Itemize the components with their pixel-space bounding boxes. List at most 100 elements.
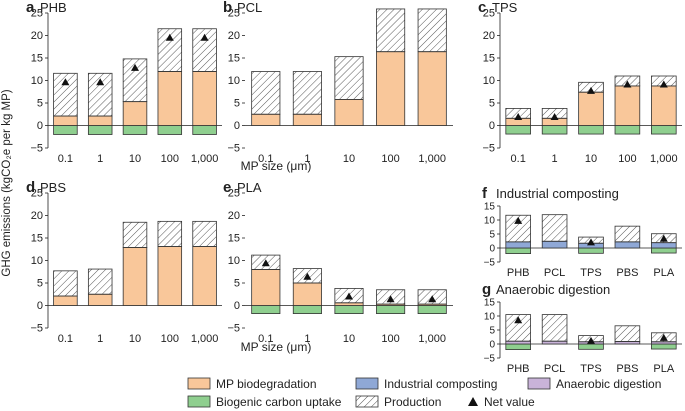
- bar-d-production-2: [122, 221, 148, 248]
- bar-f-biogenic-carbon-uptake-4: [651, 247, 677, 254]
- y-tick-label-a: 25: [31, 8, 43, 20]
- net-value-marker-e-2: [345, 292, 353, 300]
- bar-a-biogenic-carbon-uptake-4: [192, 125, 217, 135]
- bar-f-production-3: [614, 225, 641, 243]
- net-value-marker-e-4: [428, 295, 437, 303]
- net-value-marker-e-0: [261, 259, 270, 267]
- category-label-c-3: 100: [618, 153, 636, 165]
- bar-a-production-2: [122, 58, 148, 103]
- bar-f-industrial-composting-0: [505, 241, 531, 249]
- net-value-marker-g-2: [587, 336, 595, 344]
- net-value-marker-c-2: [587, 86, 595, 94]
- bar-g-anaerobic-digestion-1: [541, 340, 568, 345]
- net-value-marker-a-1: [96, 78, 105, 86]
- bar-d-mp-biodegradation-0: [53, 295, 78, 306]
- bar-b-mp-biodegradation-4: [417, 51, 447, 126]
- y-tick-label-b: 5: [234, 98, 240, 110]
- bar-c-biogenic-carbon-uptake-2: [578, 125, 604, 135]
- legend-swatch-biogenic-carbon-uptake: [187, 395, 211, 408]
- bar-a-biogenic-carbon-uptake-3: [157, 125, 183, 135]
- net-value-marker-a-0: [61, 78, 70, 86]
- bar-a-production-0: [53, 72, 78, 117]
- legend: MP biodegradation Industrial composting …: [187, 377, 661, 409]
- panel-d: d PBS −5 0 5 10 15 20 25 0.1 1 10 100 1,000: [26, 179, 222, 345]
- category-label-e-0: 0.1: [258, 333, 273, 345]
- panel-letter-c: c: [478, 0, 486, 16]
- net-value-marker-e-3: [386, 295, 395, 303]
- net-value-marker-c-3: [623, 80, 632, 88]
- panel-letter-g: g: [482, 281, 491, 298]
- bar-e-biogenic-carbon-uptake-3: [376, 305, 406, 315]
- y-tick-label-f: 15: [484, 202, 496, 213]
- bar-d-production-3: [157, 220, 183, 247]
- y-tick-label-d: 25: [31, 188, 43, 200]
- legend-label-industrial-composting: Industrial composting: [384, 377, 497, 391]
- bar-c-mp-biodegradation-3: [614, 85, 641, 126]
- net-value-marker-c-4: [659, 80, 668, 88]
- y-tick-label-b: 0: [234, 120, 240, 132]
- bar-e-mp-biodegradation-1: [292, 282, 322, 306]
- net-value-marker-f-2: [587, 238, 595, 246]
- bar-d-mp-biodegradation-2: [122, 247, 148, 306]
- y-tick-label-g: 5: [489, 326, 495, 337]
- panel-title-c: TPS: [492, 0, 518, 15]
- panel-title-e: PLA: [237, 180, 262, 195]
- category-label-b-4: 1,000: [418, 153, 446, 165]
- legend-swatch-production: [355, 395, 379, 408]
- legend-swatch-industrial-composting: [355, 377, 379, 390]
- y-tick-label-e: 25: [228, 188, 240, 200]
- bar-a-production-4: [192, 28, 217, 72]
- bar-g-biogenic-carbon-uptake-0: [505, 343, 531, 350]
- bar-a-mp-biodegradation-3: [157, 71, 183, 126]
- y-tick-label-d: 5: [37, 278, 43, 290]
- y-tick-label-g: 15: [484, 298, 496, 309]
- y-tick-label-e: 5: [234, 278, 240, 290]
- panel-a: a PHB −5 0 5 10 15 20 25 0.1 1 10 100 1,000: [26, 0, 222, 165]
- panel-letter-e: e: [223, 179, 231, 196]
- category-label-e-3: 100: [381, 333, 399, 345]
- x-axis-label-bottom-row: MP size (μm): [241, 340, 312, 354]
- bar-c-mp-biodegradation-2: [578, 91, 604, 126]
- net-value-marker-e-1: [303, 272, 312, 280]
- y-tick-label-a: 5: [37, 98, 43, 110]
- net-value-marker-c-1: [550, 112, 559, 120]
- bar-g-anaerobic-digestion-0: [505, 340, 531, 345]
- category-label-a-2: 10: [129, 153, 141, 165]
- bar-f-biogenic-carbon-uptake-0: [505, 247, 531, 254]
- legend-label-net-value: Net value: [484, 395, 535, 409]
- y-tick-label-e: 20: [228, 210, 240, 222]
- category-label-f-0: PHB: [507, 267, 530, 279]
- y-tick-label-d: 20: [31, 210, 43, 222]
- y-tick-label-f: −5: [484, 258, 496, 269]
- bar-b-production-0: [251, 71, 281, 115]
- panel-f: f Industrial composting −5 0 5 10 15 PHB PCL TPS P…: [482, 185, 682, 279]
- net-value-marker-c-0: [514, 112, 523, 120]
- y-tick-label-c: 25: [483, 8, 495, 20]
- bar-f-industrial-composting-3: [614, 241, 641, 249]
- category-label-b-2: 10: [343, 153, 355, 165]
- y-tick-label-a: 15: [31, 53, 43, 65]
- legend-marker-net-value: [468, 397, 478, 406]
- panel-letter-f: f: [482, 185, 488, 202]
- bar-f-production-1: [541, 214, 568, 242]
- bar-c-biogenic-carbon-uptake-1: [541, 125, 568, 135]
- bar-d-mp-biodegradation-1: [87, 293, 113, 306]
- y-tick-label-d: 0: [37, 300, 43, 312]
- category-label-f-1: PCL: [544, 267, 565, 279]
- legend-swatch-anaerobic-digestion: [527, 377, 551, 390]
- y-tick-label-f: 5: [489, 230, 495, 241]
- y-tick-label-a: 0: [37, 120, 43, 132]
- y-tick-label-g: −5: [484, 354, 496, 365]
- category-label-c-2: 10: [585, 153, 597, 165]
- bar-g-production-3: [614, 325, 641, 342]
- category-label-d-0: 0.1: [58, 333, 73, 345]
- bar-e-biogenic-carbon-uptake-2: [334, 305, 364, 315]
- y-tick-label-c: 5: [489, 98, 495, 110]
- panel-title-g: Anaerobic digestion: [496, 282, 610, 297]
- bar-e-biogenic-carbon-uptake-0: [251, 305, 281, 315]
- panel-g: g Anaerobic digestion −5 0 5 10 15 PHB PCL TPS PBS…: [482, 281, 682, 375]
- category-label-d-4: 1,000: [191, 333, 219, 345]
- y-tick-label-d: 15: [31, 233, 43, 245]
- y-tick-label-b: 15: [228, 53, 240, 65]
- bar-d-production-0: [53, 270, 78, 297]
